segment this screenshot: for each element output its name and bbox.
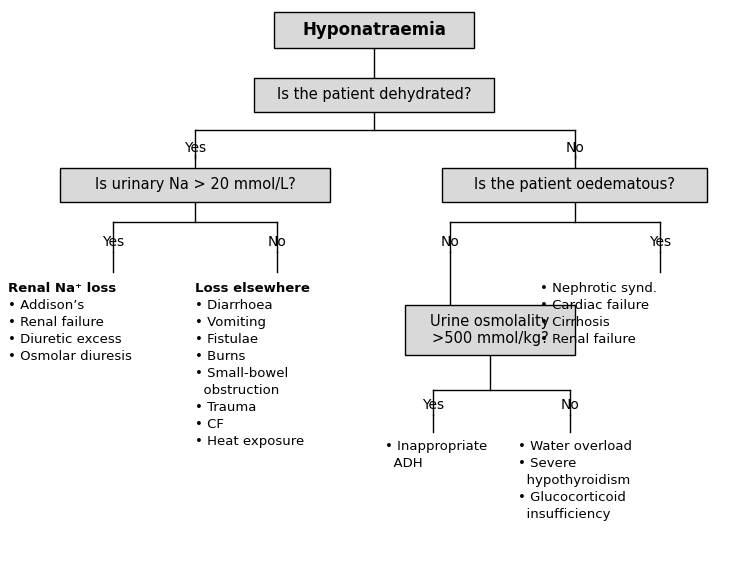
Text: • Severe: • Severe	[518, 457, 577, 470]
Text: No: No	[565, 141, 584, 155]
Text: • Burns: • Burns	[195, 350, 245, 363]
Text: • Trauma: • Trauma	[195, 401, 257, 414]
Text: ADH: ADH	[385, 457, 423, 470]
FancyBboxPatch shape	[443, 168, 708, 202]
Text: hypothyroidism: hypothyroidism	[518, 474, 631, 487]
Text: • Vomiting: • Vomiting	[195, 316, 266, 329]
Text: • Osmolar diuresis: • Osmolar diuresis	[8, 350, 132, 363]
Text: Yes: Yes	[102, 235, 124, 249]
Text: Is the patient oedematous?: Is the patient oedematous?	[474, 178, 675, 193]
Text: Hyponatraemia: Hyponatraemia	[302, 21, 446, 39]
Text: • Renal failure: • Renal failure	[8, 316, 104, 329]
FancyBboxPatch shape	[60, 168, 330, 202]
Text: • Inappropriate: • Inappropriate	[385, 440, 487, 453]
Text: Urine osmolality
>500 mmol/kg?: Urine osmolality >500 mmol/kg?	[430, 314, 550, 346]
Text: • Diuretic excess: • Diuretic excess	[8, 333, 122, 346]
Text: No: No	[441, 235, 459, 249]
Text: • Fistulae: • Fistulae	[195, 333, 258, 346]
Text: Is the patient dehydrated?: Is the patient dehydrated?	[277, 88, 471, 103]
Text: • Glucocorticoid: • Glucocorticoid	[518, 491, 626, 504]
FancyBboxPatch shape	[254, 78, 494, 112]
Text: Yes: Yes	[649, 235, 671, 249]
Text: Yes: Yes	[422, 398, 444, 412]
Text: No: No	[268, 235, 286, 249]
Text: • Water overload: • Water overload	[518, 440, 632, 453]
Text: • Cardiac failure: • Cardiac failure	[540, 299, 649, 312]
Text: • CF: • CF	[195, 418, 224, 431]
Text: • Renal failure: • Renal failure	[540, 333, 636, 346]
Text: • Cirrhosis: • Cirrhosis	[540, 316, 610, 329]
Text: • Nephrotic synd.: • Nephrotic synd.	[540, 282, 657, 295]
Text: No: No	[560, 398, 580, 412]
Text: • Diarrhoea: • Diarrhoea	[195, 299, 272, 312]
Text: • Heat exposure: • Heat exposure	[195, 435, 304, 448]
Text: Renal Na⁺ loss: Renal Na⁺ loss	[8, 282, 116, 295]
FancyBboxPatch shape	[274, 12, 474, 48]
Text: Loss elsewhere: Loss elsewhere	[195, 282, 310, 295]
FancyBboxPatch shape	[405, 305, 575, 355]
Text: Yes: Yes	[184, 141, 206, 155]
Text: Is urinary Na > 20 mmol/L?: Is urinary Na > 20 mmol/L?	[95, 178, 295, 193]
Text: insufficiency: insufficiency	[518, 508, 610, 521]
Text: • Small-bowel: • Small-bowel	[195, 367, 288, 380]
Text: obstruction: obstruction	[195, 384, 279, 397]
Text: • Addison’s: • Addison’s	[8, 299, 85, 312]
